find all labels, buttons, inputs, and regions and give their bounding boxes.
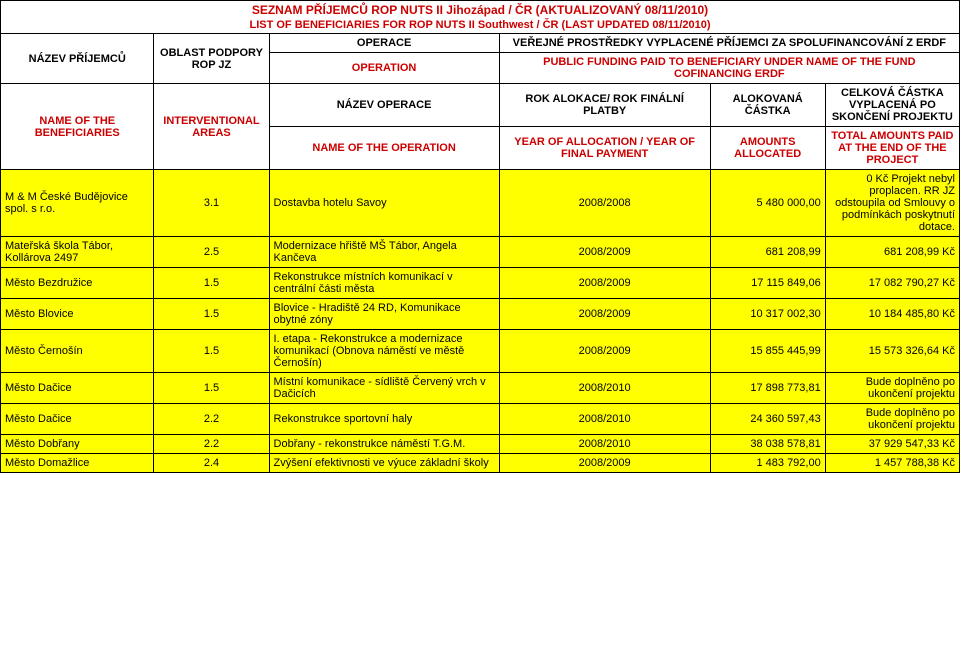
support-area: 1.5 [154,299,269,330]
hdr-total-cz: CELKOVÁ ČÁSTKA VYPLACENÁ PO SKONČENÍ PRO… [825,84,959,127]
table-row: Město Dačice2.2Rekonstrukce sportovní ha… [1,404,960,435]
support-area: 2.2 [154,435,269,454]
hdr-alloc-cz: ALOKOVANÁ ČÁSTKA [710,84,825,127]
table-row: Město Domažlice2.4Zvýšení efektivnosti v… [1,454,960,473]
operation-name: Místní komunikace - sídliště Červený vrc… [269,373,499,404]
allocation-year: 2008/2009 [499,330,710,373]
support-area: 1.5 [154,373,269,404]
beneficiary-name: Mateřská škola Tábor, Kollárova 2497 [1,237,154,268]
operation-name: Blovice - Hradiště 24 RD, Komunikace oby… [269,299,499,330]
allocation-year: 2008/2009 [499,299,710,330]
operation-name: Modernizace hřiště MŠ Tábor, Angela Kanč… [269,237,499,268]
hdr-opname-en: NAME OF THE OPERATION [269,127,499,170]
amount-allocated: 24 360 597,43 [710,404,825,435]
hdr-name-cz: NÁZEV PŘÍJEMCŮ [1,34,154,84]
allocation-year: 2008/2008 [499,170,710,237]
table-row: Město Dačice1.5Místní komunikace - sídli… [1,373,960,404]
support-area: 1.5 [154,330,269,373]
hdr-area-cz: OBLAST PODPORY ROP JZ [154,34,269,84]
allocation-year: 2008/2010 [499,373,710,404]
beneficiary-name: Město Domažlice [1,454,154,473]
table-row: Město Blovice1.5Blovice - Hradiště 24 RD… [1,299,960,330]
amount-allocated: 38 038 578,81 [710,435,825,454]
hdr-area-en: INTERVENTIONAL AREAS [154,84,269,170]
table-row: M & M České Budějovice spol. s r.o.3.1Do… [1,170,960,237]
amount-allocated: 681 208,99 [710,237,825,268]
beneficiary-name: Město Dačice [1,404,154,435]
hdr-year-cz: ROK ALOKACE/ ROK FINÁLNÍ PLATBY [499,84,710,127]
allocation-year: 2008/2009 [499,454,710,473]
beneficiary-name: Město Blovice [1,299,154,330]
table-row: Město Dobřany2.2Dobřany - rekonstrukce n… [1,435,960,454]
operation-name: Rekonstrukce místních komunikací v centr… [269,268,499,299]
amount-total: 37 929 547,33 Kč [825,435,959,454]
hdr-name-en: NAME OF THE BENEFICIARIES [1,84,154,170]
operation-name: Dostavba hotelu Savoy [269,170,499,237]
header-row-1: NÁZEV PŘÍJEMCŮ OBLAST PODPORY ROP JZ OPE… [1,34,960,53]
beneficiary-name: Město Černošín [1,330,154,373]
beneficiary-name: M & M České Budějovice spol. s r.o. [1,170,154,237]
support-area: 1.5 [154,268,269,299]
table-row: Mateřská škola Tábor, Kollárova 24972.5M… [1,237,960,268]
beneficiaries-table: SEZNAM PŘÍJEMCŮ ROP NUTS II Jihozápad / … [0,0,960,473]
beneficiary-name: Město Bezdružice [1,268,154,299]
support-area: 2.5 [154,237,269,268]
table-row: Město Bezdružice1.5Rekonstrukce místních… [1,268,960,299]
hdr-opname-cz: NÁZEV OPERACE [269,84,499,127]
subtitle-row: LIST OF BENEFICIARIES FOR ROP NUTS II So… [1,18,960,34]
beneficiary-name: Město Dačice [1,373,154,404]
hdr-alloc-en: AMOUNTS ALLOCATED [710,127,825,170]
allocation-year: 2008/2010 [499,435,710,454]
hdr-year-en: YEAR OF ALLOCATION / YEAR OF FINAL PAYME… [499,127,710,170]
main-subtitle: LIST OF BENEFICIARIES FOR ROP NUTS II So… [1,18,960,34]
table-row: Město Černošín1.5I. etapa - Rekonstrukce… [1,330,960,373]
amount-total: 17 082 790,27 Kč [825,268,959,299]
operation-name: Zvýšení efektivnosti ve výuce základní š… [269,454,499,473]
allocation-year: 2008/2010 [499,404,710,435]
main-title: SEZNAM PŘÍJEMCŮ ROP NUTS II Jihozápad / … [1,1,960,19]
amount-allocated: 17 898 773,81 [710,373,825,404]
hdr-public-en: PUBLIC FUNDING PAID TO BENEFICIARY UNDER… [499,53,959,84]
allocation-year: 2008/2009 [499,237,710,268]
support-area: 3.1 [154,170,269,237]
beneficiary-name: Město Dobřany [1,435,154,454]
data-body: M & M České Budějovice spol. s r.o.3.1Do… [1,170,960,473]
amount-allocated: 1 483 792,00 [710,454,825,473]
hdr-total-en: TOTAL AMOUNTS PAID AT THE END OF THE PRO… [825,127,959,170]
amount-allocated: 15 855 445,99 [710,330,825,373]
allocation-year: 2008/2009 [499,268,710,299]
amount-total: 681 208,99 Kč [825,237,959,268]
amount-total: Bude doplněno po ukončení projektu [825,404,959,435]
operation-name: I. etapa - Rekonstrukce a modernizace ko… [269,330,499,373]
hdr-op-cz: OPERACE [269,34,499,53]
hdr-public-cz: VEŘEJNÉ PROSTŘEDKY VYPLACENÉ PŘÍJEMCI ZA… [499,34,959,53]
support-area: 2.4 [154,454,269,473]
amount-allocated: 17 115 849,06 [710,268,825,299]
operation-name: Rekonstrukce sportovní haly [269,404,499,435]
amount-allocated: 10 317 002,30 [710,299,825,330]
header-row-3: NAME OF THE BENEFICIARIES INTERVENTIONAL… [1,84,960,127]
amount-total: 1 457 788,38 Kč [825,454,959,473]
amount-allocated: 5 480 000,00 [710,170,825,237]
title-row: SEZNAM PŘÍJEMCŮ ROP NUTS II Jihozápad / … [1,1,960,19]
amount-total: 10 184 485,80 Kč [825,299,959,330]
hdr-op-en: OPERATION [269,53,499,84]
amount-total: 15 573 326,64 Kč [825,330,959,373]
support-area: 2.2 [154,404,269,435]
amount-total: 0 Kč Projekt nebyl proplacen. RR JZ odst… [825,170,959,237]
amount-total: Bude doplněno po ukončení projektu [825,373,959,404]
operation-name: Dobřany - rekonstrukce náměstí T.G.M. [269,435,499,454]
